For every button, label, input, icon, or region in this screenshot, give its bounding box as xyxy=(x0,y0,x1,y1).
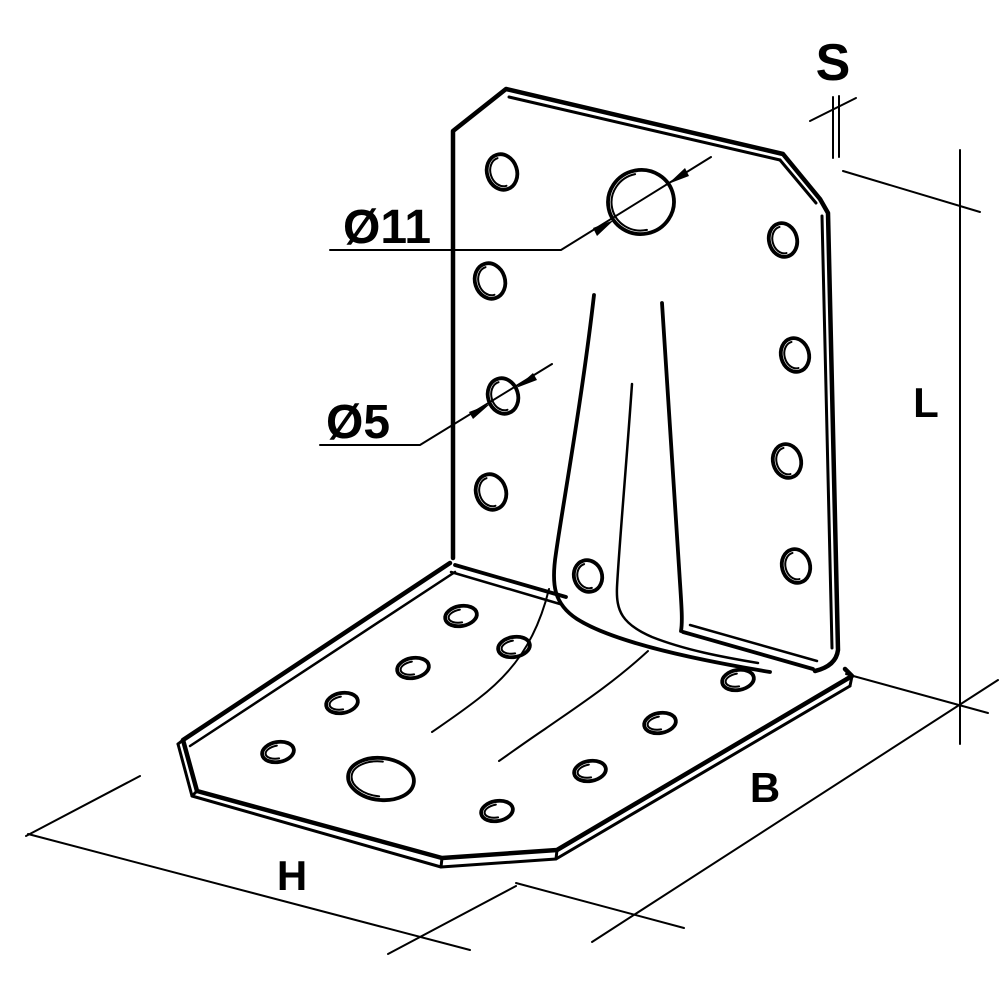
dimension-label-l: L xyxy=(913,379,939,426)
hole-small-diameter-5 xyxy=(485,376,521,416)
h-extension-left xyxy=(25,775,141,837)
hole-small xyxy=(779,547,813,585)
rib-left-edge xyxy=(552,293,772,674)
hole-small xyxy=(472,261,508,301)
hole-small xyxy=(778,336,812,374)
diameter-callout-5: Ø5 xyxy=(319,363,553,449)
s-slash xyxy=(809,97,857,122)
hole-small xyxy=(572,758,608,784)
hole-small xyxy=(324,690,360,716)
hole-small xyxy=(395,655,431,681)
vertical-plate-top-edge-inner xyxy=(507,95,782,162)
hole-large xyxy=(346,755,416,803)
callout-11-arrow-upper xyxy=(668,168,689,184)
base-plate-corner-connector-4 xyxy=(554,848,559,861)
angle-bracket-outline xyxy=(176,86,855,869)
callout-11-arrow-lower xyxy=(593,220,614,236)
hole-large-diameter-11 xyxy=(606,168,676,236)
vertical-plate-top-chamfer-inner xyxy=(778,158,818,205)
bracket-holes xyxy=(260,152,813,824)
callout-5-arrow-upper xyxy=(516,373,537,388)
dimension-s: S xyxy=(809,34,857,159)
base-plate-corner-connector-1 xyxy=(176,738,185,746)
rib-base-flow-line-1 xyxy=(431,588,550,733)
vertical-plate-outline xyxy=(450,86,841,674)
l-extension-top xyxy=(842,170,981,213)
base-plate-corner-connector-3 xyxy=(439,856,444,869)
fold-line-right-inner xyxy=(688,623,819,663)
callout-11-leader xyxy=(329,156,712,251)
dimension-label-h: H xyxy=(277,852,307,899)
diameter-callout-11: Ø11 xyxy=(329,156,712,254)
hole-small xyxy=(571,558,605,594)
hole-small xyxy=(642,710,678,736)
b-extension-left xyxy=(515,882,685,929)
callout-label-5: Ø5 xyxy=(326,396,390,449)
hole-small xyxy=(479,798,515,824)
b-dimension-line xyxy=(591,679,999,943)
dimension-label-s: S xyxy=(816,34,851,92)
base-plate-corner-connector-2 xyxy=(190,789,199,798)
base-plate-back-left-inner xyxy=(188,570,457,748)
vertical-plate-right-edge-inner xyxy=(820,214,834,650)
rib-middle-crease xyxy=(615,382,760,665)
fold-line-right-outer xyxy=(681,630,815,671)
dimension-b: B xyxy=(515,679,999,943)
hole-small xyxy=(260,739,296,765)
hole-small xyxy=(484,152,520,192)
l-extension-bottom xyxy=(845,673,989,714)
hole-small xyxy=(770,442,804,480)
hole-small xyxy=(496,634,532,660)
dimension-l: L xyxy=(842,149,989,745)
callout-5-arrow-lower xyxy=(469,404,490,419)
rib-right-edge xyxy=(660,301,684,633)
dimension-label-b: B xyxy=(750,764,780,811)
hole-small xyxy=(766,221,800,259)
fold-line-left-inner xyxy=(449,570,562,606)
callout-5-leader xyxy=(319,363,553,446)
hole-small xyxy=(473,472,509,512)
hole-small xyxy=(720,667,756,693)
rib-base-flow-line-2 xyxy=(498,650,649,762)
dimension-h: H xyxy=(25,775,517,955)
h-extension-right xyxy=(387,885,517,955)
base-plate-outline xyxy=(180,560,855,861)
h-dimension-line xyxy=(27,833,471,951)
callout-label-11: Ø11 xyxy=(343,201,431,254)
hole-small xyxy=(443,603,479,629)
fold-line-left-outer xyxy=(453,563,568,599)
base-plate-corner-connector-5 xyxy=(848,674,854,688)
